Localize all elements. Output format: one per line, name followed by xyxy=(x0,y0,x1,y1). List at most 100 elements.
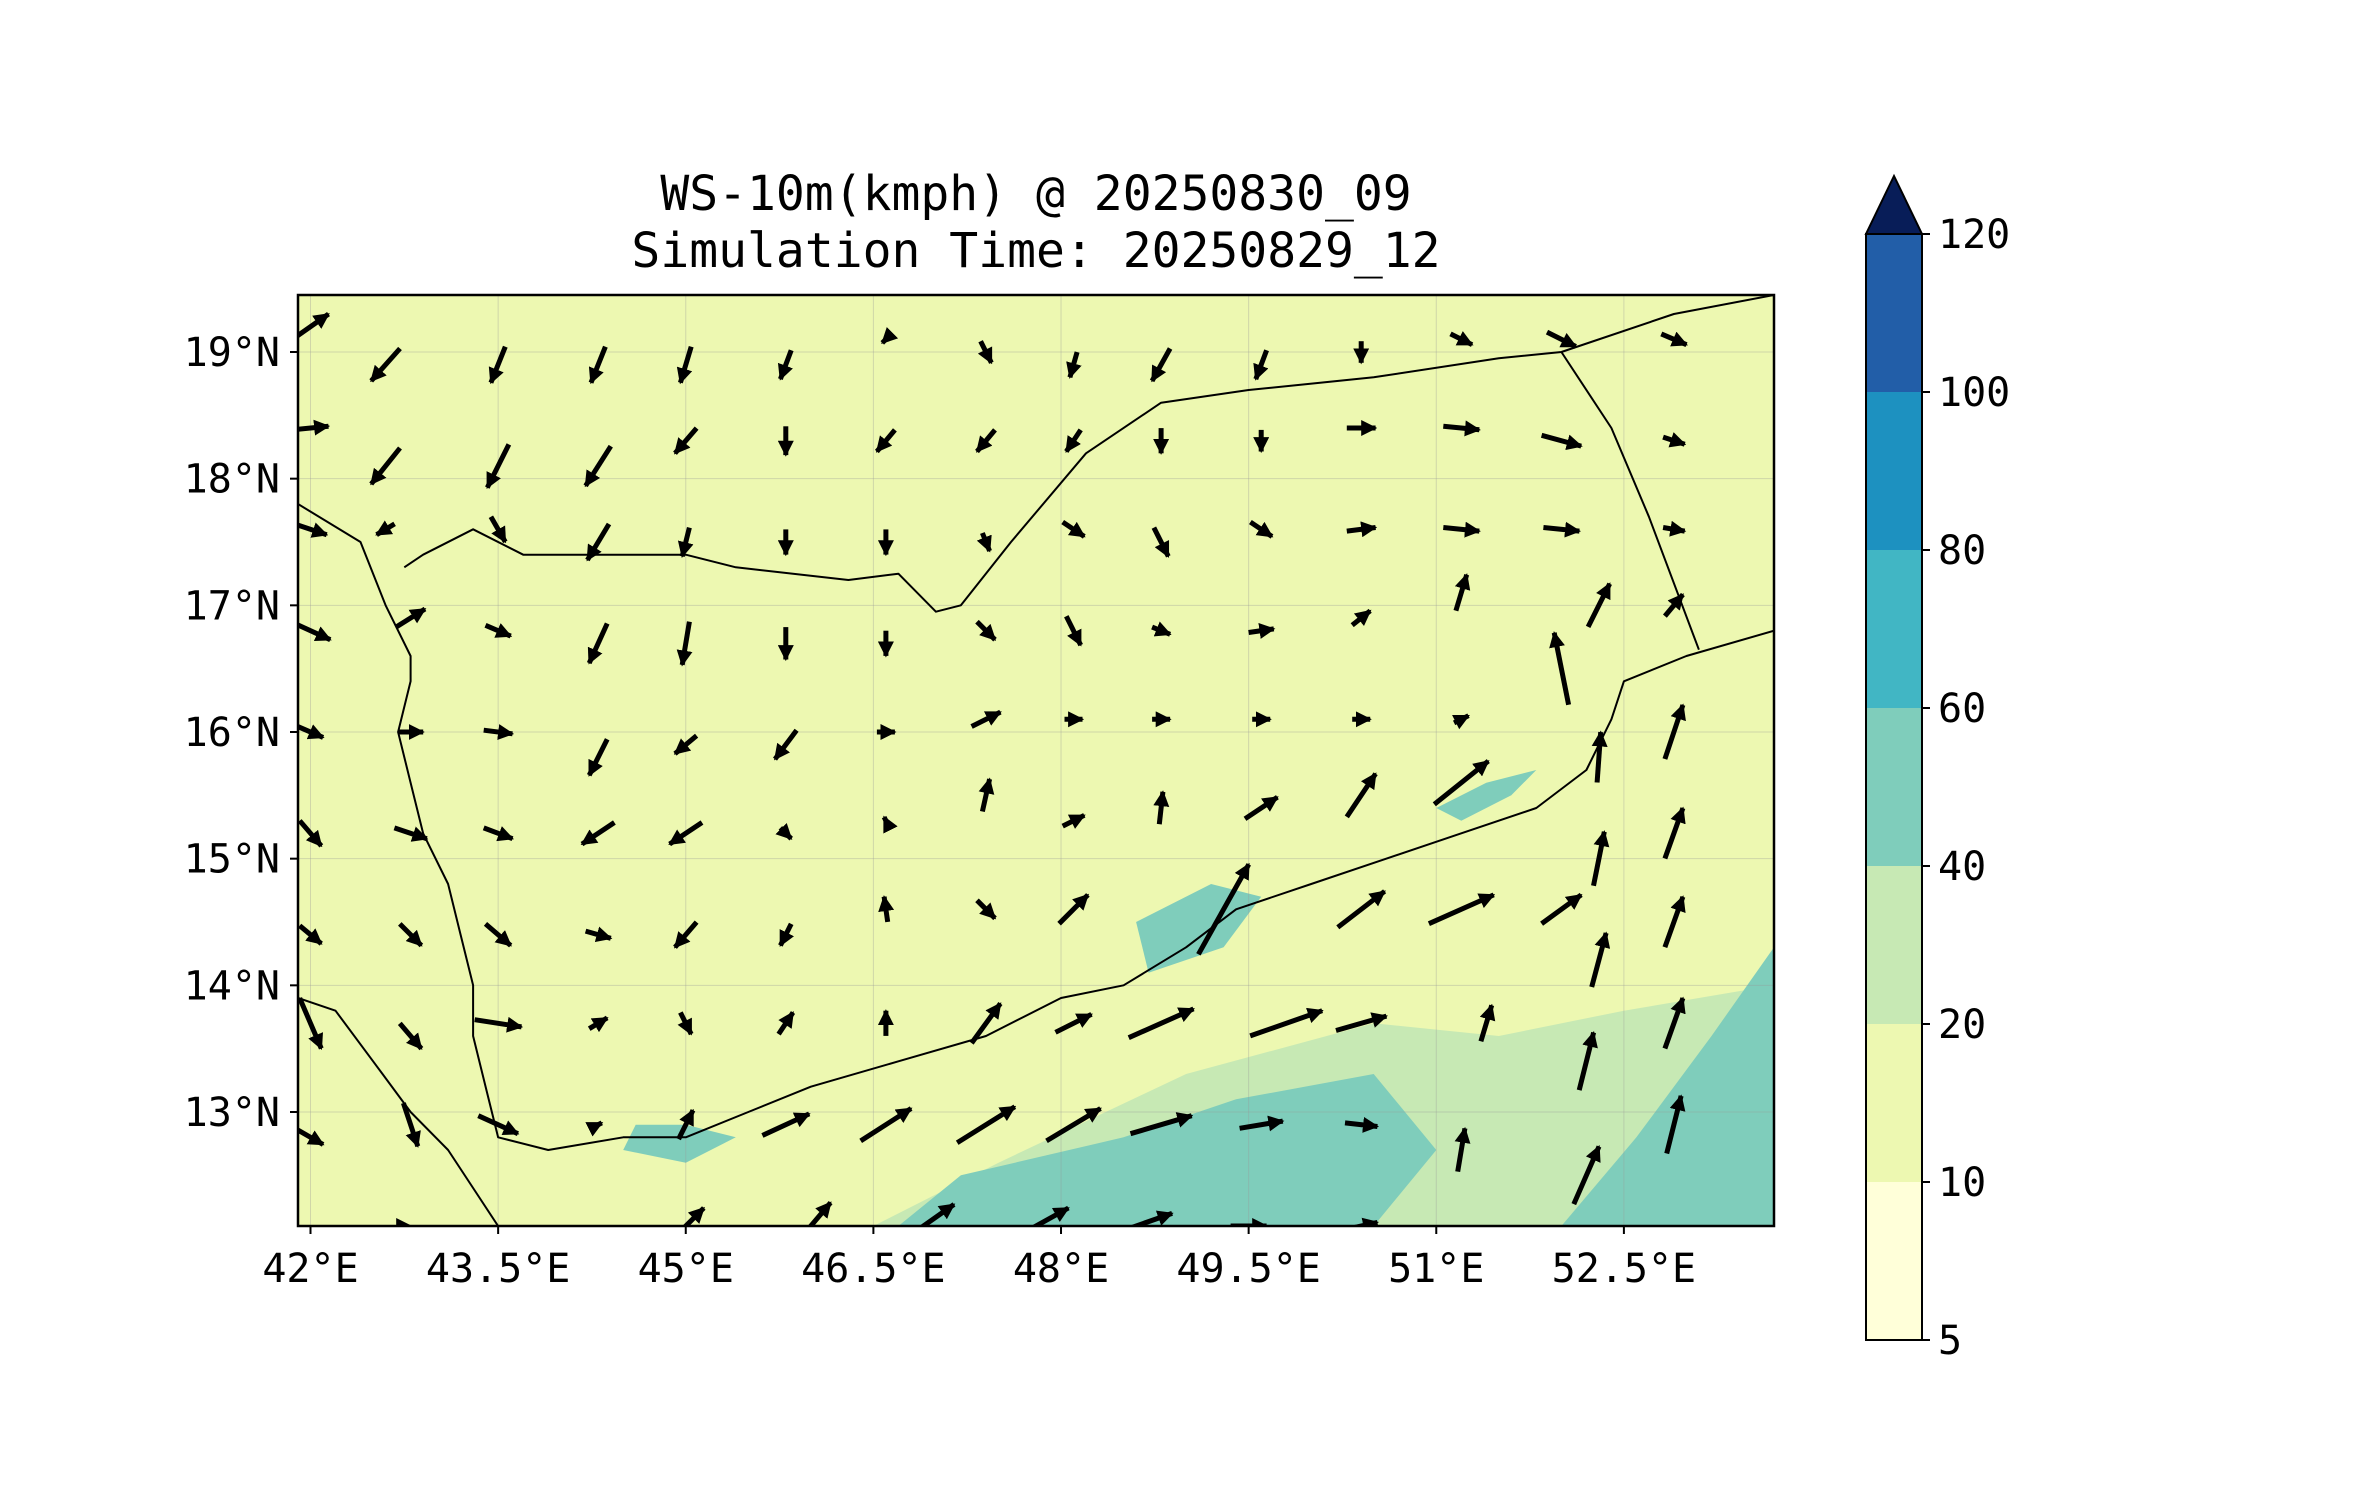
wind-vector-23 xyxy=(1064,428,1083,453)
coastline xyxy=(298,503,1774,1151)
wind-vector-91 xyxy=(298,923,323,946)
wind-vector-99 xyxy=(1057,893,1090,926)
colorbar-bin-0 xyxy=(1866,1182,1922,1340)
wind-vector-98 xyxy=(975,898,997,921)
colorbar-label-0: 5 xyxy=(1938,1318,1962,1364)
wind-vector-21 xyxy=(874,428,897,454)
longitude-ticks: 42°E 43.5°E 45°E 46.5°E 48°E 49.5°E 51°E 52.5°E xyxy=(262,1226,1696,1292)
wind-vector-8 xyxy=(1066,351,1082,379)
wind-vector-17 xyxy=(485,443,512,490)
wind-vector-108 xyxy=(474,1016,524,1033)
wind-vector-141 xyxy=(1128,1210,1174,1226)
wind-vector-48 xyxy=(586,622,610,665)
wind-vector-13 xyxy=(1545,329,1578,349)
wind-vector-114 xyxy=(1054,1012,1093,1035)
wind-vector-77 xyxy=(393,825,429,842)
speed-region-2 xyxy=(1561,947,1774,1226)
wind-vector-47 xyxy=(484,623,513,639)
colorbar-label-2: 20 xyxy=(1938,1002,1986,1048)
wind-vector-111 xyxy=(776,1011,796,1036)
wind-vector-97 xyxy=(878,895,895,923)
wind-vector-73 xyxy=(1452,713,1470,730)
wind-vector-96 xyxy=(778,922,794,947)
lat-tick-label-6: 19°N xyxy=(184,330,280,376)
wind-vector-41 xyxy=(1346,521,1378,538)
colorbar-label-7: 120 xyxy=(1938,212,2010,258)
coastline-eritrea xyxy=(298,997,499,1226)
wind-vectors xyxy=(298,312,1688,1226)
colorbar-bin-3 xyxy=(1866,708,1922,866)
wind-vector-2 xyxy=(488,345,508,385)
wind-vector-125 xyxy=(676,1108,696,1141)
wind-vector-89 xyxy=(1591,830,1610,887)
colorbar-label-5: 80 xyxy=(1938,528,1986,574)
wind-vector-33 xyxy=(585,522,612,562)
wind-vector-52 xyxy=(975,619,997,642)
map-title-line-2: Simulation Time: 20250829_12 xyxy=(631,223,1441,279)
latitude-ticks: 13°N 14°N 15°N 16°N 17°N 18°N 19°N xyxy=(184,330,298,1136)
wind-vector-7 xyxy=(977,340,994,365)
wind-vector-61 xyxy=(298,724,325,740)
wind-vector-116 xyxy=(1249,1007,1324,1039)
lon-tick-label-1: 43.5°E xyxy=(426,1246,571,1292)
wind-vector-3 xyxy=(588,345,608,385)
lon-tick-label-5: 49.5°E xyxy=(1176,1246,1321,1292)
wind-vector-9 xyxy=(1149,347,1173,383)
wind-vector-19 xyxy=(673,426,699,455)
wind-vector-83 xyxy=(978,777,995,813)
wind-vector-55 xyxy=(1248,623,1276,639)
wind-vector-80 xyxy=(668,820,704,847)
wind-vector-56 xyxy=(1350,608,1372,628)
border-oman-yemen xyxy=(1560,351,1700,651)
wind-vector-6 xyxy=(880,327,899,345)
colorbar-label-4: 60 xyxy=(1938,686,1986,732)
wind-vector-110 xyxy=(677,1011,694,1036)
wind-vector-132 xyxy=(1344,1116,1379,1133)
wind-vector-102 xyxy=(1427,892,1496,926)
wind-vector-18 xyxy=(583,444,613,488)
wind-vector-120 xyxy=(1662,996,1686,1050)
wind-vector-44 xyxy=(1662,520,1687,537)
lat-tick-label-0: 13°N xyxy=(184,1090,280,1136)
colorbar-bin-4 xyxy=(1866,550,1922,708)
lon-tick-label-4: 48°E xyxy=(1013,1246,1109,1292)
wind-vector-5 xyxy=(777,349,794,381)
wind-vector-139 xyxy=(919,1202,956,1226)
wind-vector-79 xyxy=(580,820,616,847)
wind-vector-135 xyxy=(1664,1094,1686,1155)
wind-vector-76 xyxy=(298,819,324,848)
lat-tick-label-5: 18°N xyxy=(184,457,280,503)
wind-vector-126 xyxy=(761,1111,811,1138)
wind-vector-39 xyxy=(1151,526,1171,558)
wind-vector-31 xyxy=(375,520,396,537)
colorbar-label-6: 100 xyxy=(1938,370,2010,416)
lat-tick-label-1: 14°N xyxy=(184,963,280,1009)
wind-vector-103 xyxy=(1540,892,1583,926)
wind-vector-4 xyxy=(676,345,694,385)
wind-vector-134 xyxy=(1571,1145,1602,1206)
wind-vector-119 xyxy=(1576,1030,1598,1091)
wind-vector-37 xyxy=(976,532,992,553)
wind-vector-27 xyxy=(1443,420,1481,437)
wind-vector-143 xyxy=(1349,1217,1379,1226)
wind-vector-106 xyxy=(298,997,324,1050)
wind-vector-68 xyxy=(970,709,1002,729)
wind-vector-1 xyxy=(369,346,402,383)
wind-vector-54 xyxy=(1151,621,1172,637)
wind-vector-64 xyxy=(586,738,610,777)
wind-vector-109 xyxy=(587,1015,609,1033)
wind-vector-46 xyxy=(394,606,427,630)
wind-vector-137 xyxy=(682,1206,706,1226)
speed-region-4 xyxy=(1436,770,1537,821)
colorbar-bin-2 xyxy=(1866,866,1922,1024)
wind-vector-123 xyxy=(477,1113,520,1136)
colorbar-bin-6 xyxy=(1866,234,1922,392)
wind-vector-42 xyxy=(1443,521,1481,538)
lon-tick-label-0: 42°E xyxy=(262,1246,358,1292)
wind-vector-81 xyxy=(775,822,793,841)
wind-vector-49 xyxy=(676,621,693,667)
lat-tick-label-2: 15°N xyxy=(184,837,280,883)
wind-vector-58 xyxy=(1549,631,1572,706)
wind-vector-78 xyxy=(482,825,514,842)
